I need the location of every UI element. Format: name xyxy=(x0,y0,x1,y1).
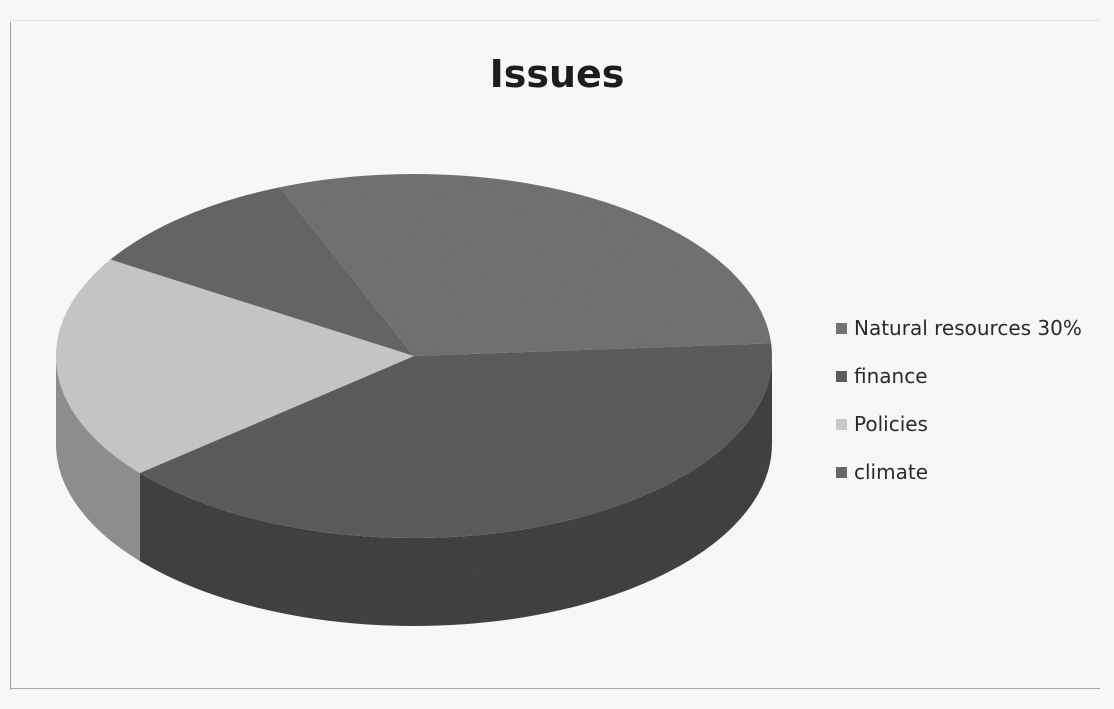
legend-swatch xyxy=(836,322,847,334)
legend-item: climate xyxy=(836,448,1082,496)
chart-title: Issues xyxy=(489,52,625,96)
legend: Natural resources 30% finance Policies clim… xyxy=(836,304,1082,496)
legend-label: climate xyxy=(854,460,928,484)
legend-item: Policies xyxy=(836,400,1082,448)
pie-slice-0 xyxy=(279,174,772,356)
pie-slice-1 xyxy=(139,343,772,538)
frame-edge-left xyxy=(10,22,11,690)
legend-swatch xyxy=(836,466,847,478)
legend-item: finance xyxy=(836,352,1082,400)
legend-label: finance xyxy=(854,364,928,388)
pie-slice-2 xyxy=(56,259,414,473)
pie-tops xyxy=(56,174,772,538)
frame-edge-bottom xyxy=(10,688,1100,689)
legend-label: Natural resources 30% xyxy=(854,316,1082,340)
pie-sides xyxy=(56,356,772,626)
legend-swatch xyxy=(836,418,847,430)
pie-slice-side-2 xyxy=(56,356,140,561)
pie-slice-3 xyxy=(110,187,415,356)
pie-slice-side-1 xyxy=(139,356,772,626)
legend-label: Policies xyxy=(854,412,928,436)
legend-swatch xyxy=(836,370,847,382)
frame-edge-top xyxy=(10,20,1100,21)
legend-item: Natural resources 30% xyxy=(836,304,1082,352)
